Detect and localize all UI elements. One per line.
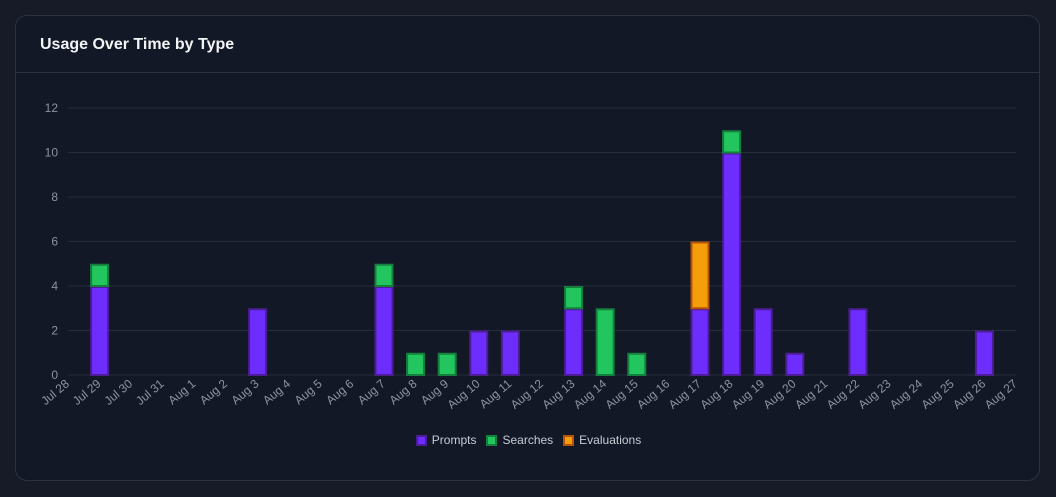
x-tick-label: Jul 29 [70,376,104,408]
bar-prompts [90,286,110,376]
x-tick-label: Aug 22 [824,376,862,411]
x-tick-label: Aug 3 [229,376,262,407]
legend-label: Searches [502,433,554,447]
x-tick-label: Aug 19 [729,376,767,411]
y-tick-label: 10 [45,146,59,160]
legend-item-evaluations[interactable]: Evaluations [563,433,641,447]
bar-searches [564,286,584,310]
legend-item-searches[interactable]: Searches [486,433,553,447]
x-tick-label: Aug 17 [666,376,704,411]
x-tick-label: Aug 23 [855,376,893,411]
x-tick-label: Aug 20 [761,376,799,411]
bar-prompts [374,286,394,376]
bar-searches [437,352,457,376]
bar-evaluations [690,241,710,310]
legend-swatch [415,434,427,446]
x-tick-label: Aug 1 [165,376,198,407]
x-tick-label: Aug 26 [950,376,988,411]
x-tick-label: Aug 5 [292,376,325,407]
x-tick-label: Aug 21 [792,376,830,411]
x-tick-label: Aug 14 [571,376,609,411]
bar-prompts [848,308,868,376]
x-tick-label: Aug 13 [539,376,577,411]
y-tick-label: 2 [51,324,58,338]
legend-label: Evaluations [579,433,642,447]
x-tick-label: Aug 8 [387,376,420,407]
x-tick-label: Aug 4 [260,376,293,407]
bar-searches [90,263,110,287]
y-tick-label: 12 [45,101,59,115]
legend-swatch [563,434,575,446]
x-tick-label: Aug 16 [634,376,672,411]
bar-searches [406,352,426,376]
chart-legend: Prompts Searches Evaluations [16,433,1041,447]
bar-searches [627,352,647,376]
x-tick-label: Jul 30 [102,376,136,408]
bar-prompts [753,308,773,376]
x-tick-label: Aug 15 [603,376,641,411]
x-tick-label: Aug 10 [445,376,483,411]
bar-prompts [722,152,742,376]
legend-swatch [486,434,498,446]
y-tick-label: 0 [51,368,58,382]
x-tick-label: Aug 6 [323,376,356,407]
x-tick-label: Aug 18 [697,376,735,411]
bar-prompts [469,330,489,376]
card-title: Usage Over Time by Type [40,36,235,53]
bar-prompts [785,352,805,376]
bar-prompts [248,308,268,376]
x-tick-label: Jul 31 [133,376,167,408]
x-tick-label: Aug 7 [355,376,388,407]
bar-prompts [974,330,994,376]
bar-prompts [564,308,584,376]
card-header: Usage Over Time by Type [16,16,1039,73]
legend-label: Prompts [431,433,477,447]
y-tick-label: 4 [51,279,58,293]
usage-chart-card: Usage Over Time by Type 0 2 4 6 8 10 12 Jul 28 J… [15,15,1040,481]
bar-searches [722,130,742,154]
x-tick-label: Aug 25 [919,376,957,411]
x-tick-label: Aug 2 [197,376,230,407]
bar-searches [595,308,615,376]
legend-item-prompts[interactable]: Prompts [415,433,477,447]
y-tick-label: 6 [51,235,58,249]
x-tick-label: Aug 11 [477,376,515,411]
x-tick-label: Aug 24 [887,376,925,411]
bar-prompts [690,308,710,376]
y-tick-label: 8 [51,190,58,204]
x-tick-label: Aug 27 [982,376,1020,411]
x-tick-label: Aug 12 [508,376,546,411]
bar-prompts [500,330,520,376]
bar-searches [374,263,394,287]
